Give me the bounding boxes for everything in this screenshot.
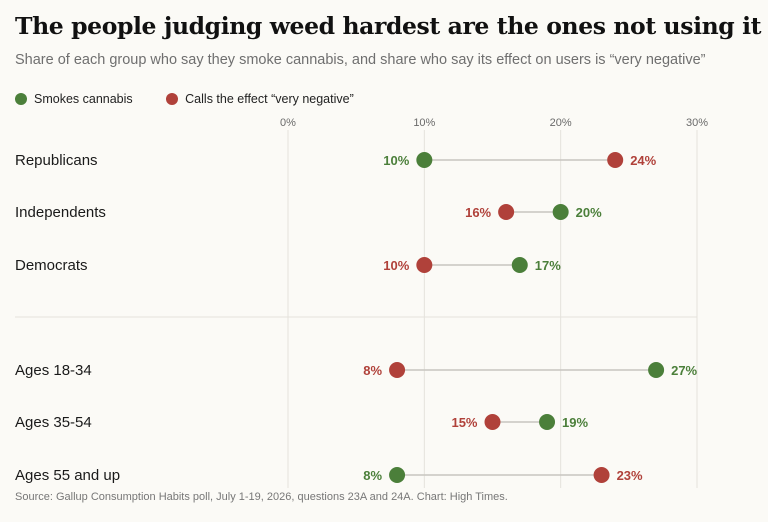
dot-negative-3 <box>389 362 406 378</box>
legend-label-negative: Calls the effect “very negative” <box>185 92 354 106</box>
value-label-negative-2: 10% <box>383 258 409 273</box>
legend-label-smokes: Smokes cannabis <box>34 92 133 106</box>
dot-smokes-5 <box>389 467 406 483</box>
dot-negative-2 <box>416 257 433 273</box>
dot-smokes-1 <box>552 204 569 220</box>
value-label-negative-1: 16% <box>465 205 491 220</box>
legend-item-smokes: Smokes cannabis <box>15 92 133 106</box>
chart-title: The people judging weed hardest are the … <box>15 12 762 40</box>
value-label-negative-4: 15% <box>451 415 477 430</box>
value-label-negative-5: 23% <box>617 468 643 483</box>
dot-negative-0 <box>607 152 624 168</box>
dot-smokes-3 <box>648 362 665 378</box>
value-label-smokes-4: 19% <box>562 415 588 430</box>
legend-dot-smokes <box>15 93 27 105</box>
dot-smokes-0 <box>416 152 433 168</box>
row-label-4: Ages 35-54 <box>15 414 92 431</box>
tick-label-2: 20% <box>550 117 572 129</box>
dot-negative-1 <box>498 204 515 220</box>
row-label-3: Ages 18-34 <box>15 362 92 379</box>
tick-label-1: 10% <box>413 117 435 129</box>
value-label-smokes-2: 17% <box>535 258 561 273</box>
row-label-2: Democrats <box>15 257 88 274</box>
row-label-0: Republicans <box>15 152 98 169</box>
row-label-5: Ages 55 and up <box>15 467 120 484</box>
dot-smokes-2 <box>511 257 528 273</box>
dot-smokes-4 <box>539 414 556 430</box>
tick-label-3: 30% <box>686 117 708 129</box>
value-label-smokes-5: 8% <box>363 468 382 483</box>
tick-label-0: 0% <box>280 117 296 129</box>
dot-negative-4 <box>484 414 501 430</box>
legend-dot-negative <box>166 93 179 105</box>
legend-item-negative: Calls the effect “very negative” <box>166 92 354 106</box>
legend: Smokes cannabis Calls the effect “very n… <box>15 92 384 108</box>
value-label-negative-0: 24% <box>630 153 656 168</box>
chart-source: Source: Gallup Consumption Habits poll, … <box>15 491 508 503</box>
value-label-smokes-0: 10% <box>383 153 409 168</box>
dot-negative-5 <box>593 467 610 483</box>
row-label-1: Independents <box>15 204 106 221</box>
chart-subtitle: Share of each group who say they smoke c… <box>15 52 706 68</box>
value-label-negative-3: 8% <box>363 363 382 378</box>
value-label-smokes-3: 27% <box>671 363 697 378</box>
value-label-smokes-1: 20% <box>576 205 602 220</box>
